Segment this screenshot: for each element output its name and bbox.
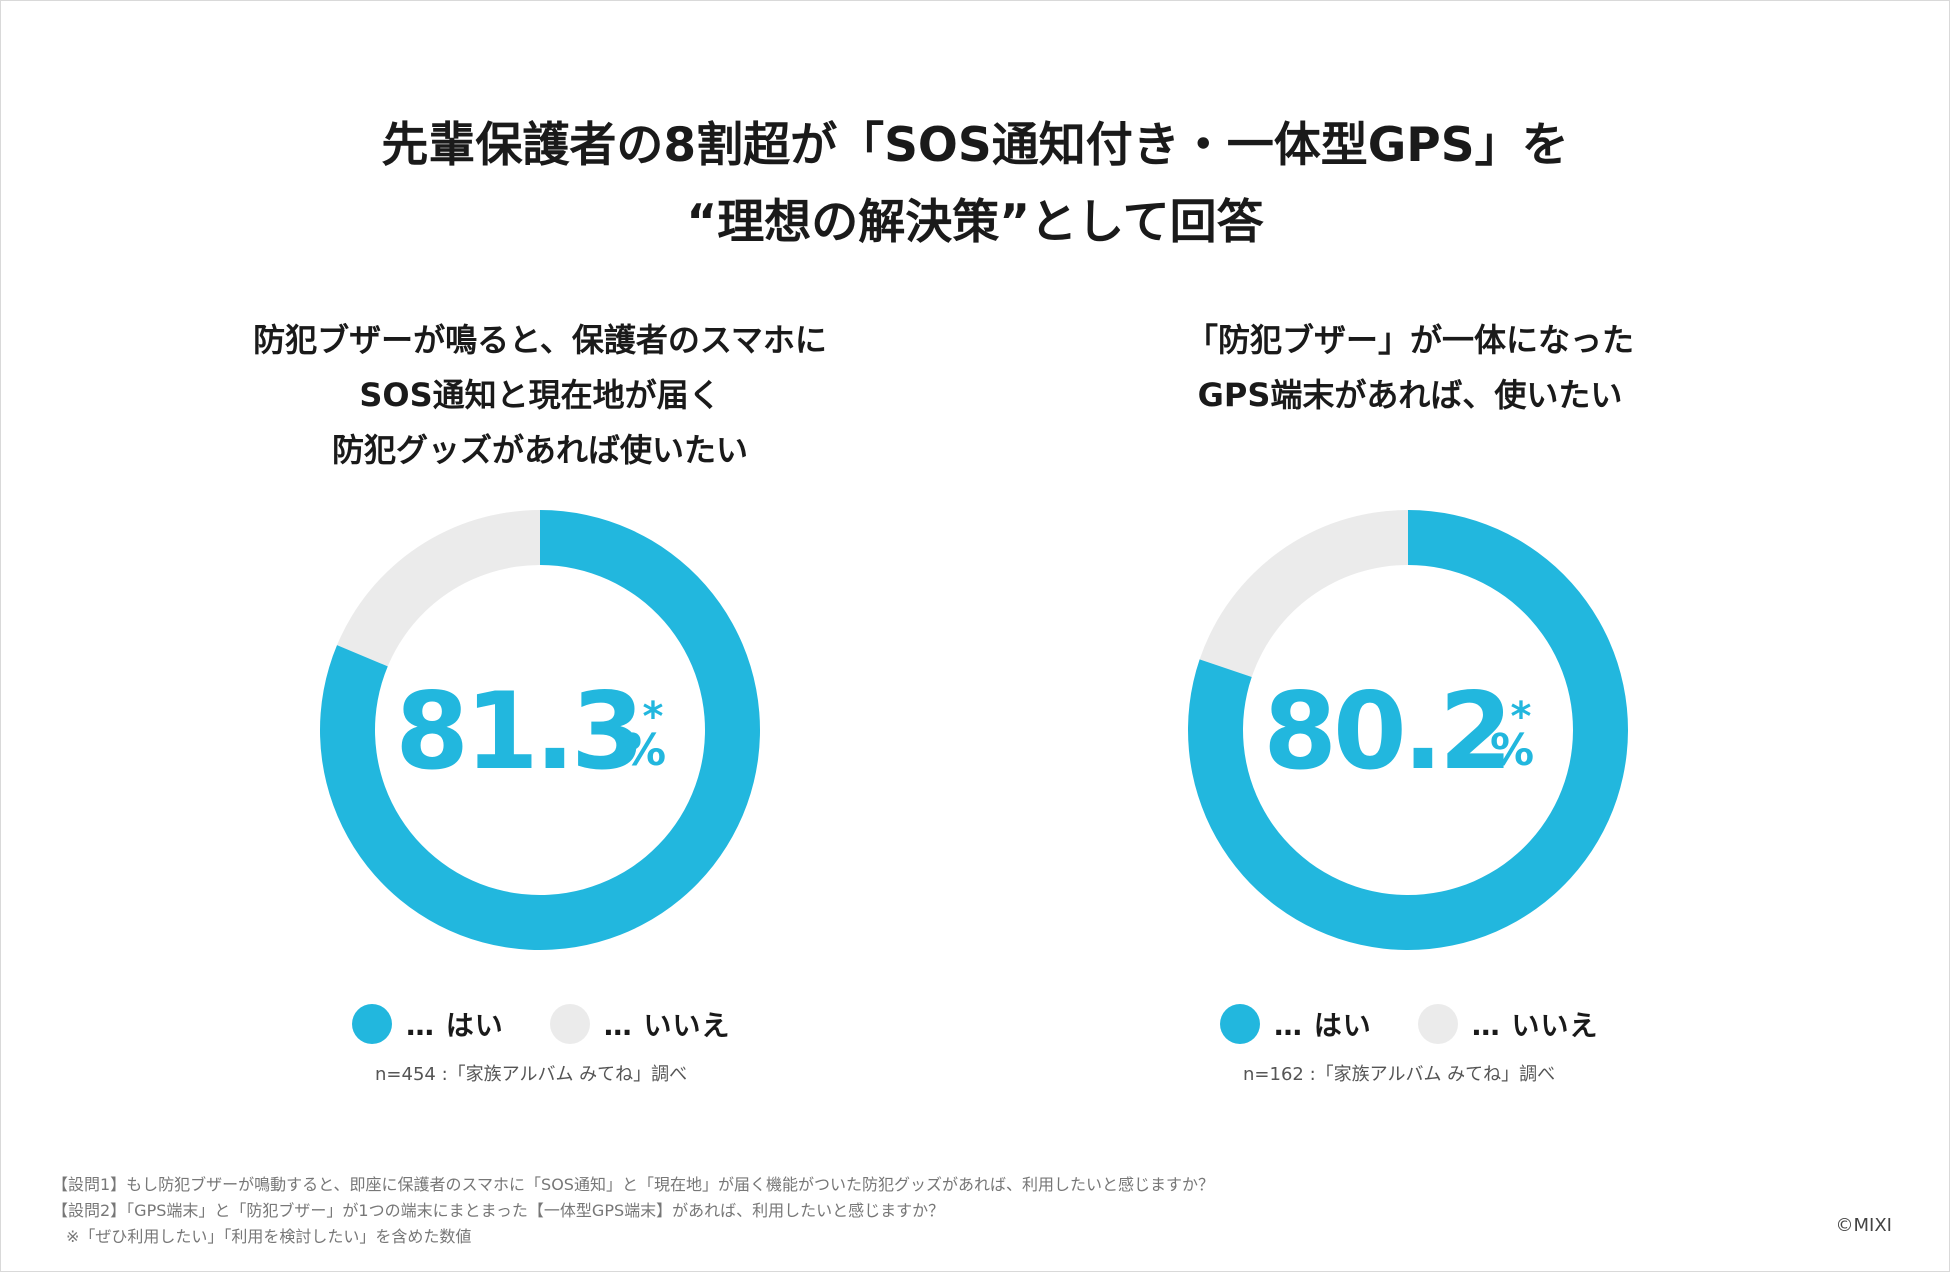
slice-iie xyxy=(1199,510,1408,678)
legend-dot-hai xyxy=(1220,1004,1260,1044)
slice-iie xyxy=(337,510,540,667)
chart1-title-line: 防犯グッズがあれば使いたい xyxy=(331,431,748,469)
chart1-title-line: 防犯ブザーが鳴ると、保護者のスマホに xyxy=(253,321,827,359)
footnote-q2: 【設問2】「GPS端末」と「防犯ブザー」が1つの端末にまとまった【一体型GPS端… xyxy=(52,1201,945,1220)
chart2-title-line: GPS端末があれば、使いたい xyxy=(1197,376,1623,414)
chart1-title: 防犯ブザーが鳴ると、保護者のスマホに SOS通知と現在地が届く 防犯グッズがあれ… xyxy=(160,313,920,478)
copyright: ©MIXI xyxy=(1835,1215,1892,1236)
chart1-legend: … はい … いいえ xyxy=(352,998,777,1050)
legend-dot-iie xyxy=(549,1004,590,1044)
legend-dot-iie xyxy=(1417,1004,1458,1044)
donut-chart-1-svg: 81.3 % * xyxy=(320,510,760,950)
chart1-source: n=454 :「家族アルバム みてね」調べ xyxy=(375,1064,688,1085)
asterisk-mark: * xyxy=(1511,694,1532,740)
legend-label-hai: … はい xyxy=(406,1009,504,1042)
donut-chart-2: 80.2 % * xyxy=(1178,500,1638,960)
footnote-note: ※「ぜひ利用したい」「利用を検討したい」を含めた数値 xyxy=(66,1227,472,1246)
chart2-source: n=162 :「家族アルバム みてね」調べ xyxy=(1243,1064,1556,1085)
percent-sign: % xyxy=(1490,725,1534,776)
value-label: 80.2 xyxy=(1263,670,1509,793)
chart1-title-line: SOS通知と現在地が届く xyxy=(359,376,721,414)
legend-label-iie: … いいえ xyxy=(603,1009,731,1042)
chart2-legend: … はい … いいえ xyxy=(1220,998,1645,1050)
legend-dot-hai xyxy=(352,1004,392,1044)
main-title-line1: 先輩保護者の8割超が「SOS通知付き・一体型GPS」を xyxy=(381,118,1569,173)
legend-label-hai: … はい xyxy=(1274,1009,1372,1042)
percent-sign: % xyxy=(622,725,666,776)
legend-label-iie: … いいえ xyxy=(1471,1009,1599,1042)
chart2-title-line: 「防犯ブザー」が一体になった xyxy=(1185,321,1634,359)
main-title-line2: “理想の解決策”として回答 xyxy=(686,195,1264,250)
chart2-title: 「防犯ブザー」が一体になった GPS端末があれば、使いたい xyxy=(1030,313,1790,423)
donut-chart-2-svg: 80.2 % * xyxy=(1188,510,1628,950)
donut-chart-1: 81.3 % * xyxy=(310,500,770,960)
footnote-q1: 【設問1】もし防犯ブザーが鳴動すると、即座に保護者のスマホに「SOS通知」と「現… xyxy=(52,1175,1214,1194)
asterisk-mark: * xyxy=(643,694,664,740)
value-label: 81.3 xyxy=(395,670,641,793)
